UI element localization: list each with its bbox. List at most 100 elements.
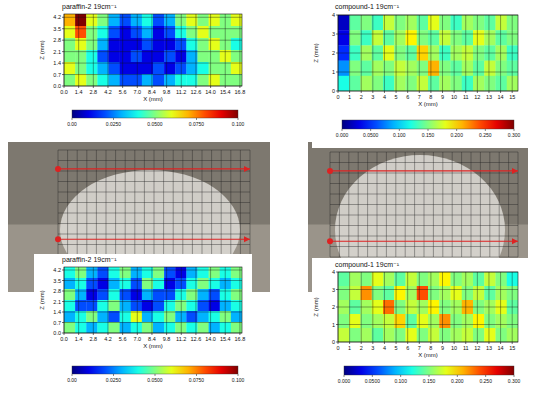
colorbar-bg <box>330 116 526 146</box>
cell <box>131 62 142 74</box>
cell <box>496 286 508 300</box>
colorbar-tick-label: 0.300 <box>508 378 521 384</box>
panel-title: paraffin-2 19cm⁻¹ <box>62 3 117 11</box>
cell <box>473 328 485 342</box>
x-tick-label: 12.6 <box>191 336 202 342</box>
cell <box>175 311 186 322</box>
grid-line <box>225 267 226 333</box>
panel-bg <box>312 1 532 148</box>
cell <box>164 26 175 38</box>
cell <box>349 76 361 91</box>
grid-line <box>122 267 123 333</box>
photo-grid <box>330 225 518 226</box>
x-tick-label: 0 <box>336 345 339 351</box>
grid-line <box>338 324 518 325</box>
y-tick-label: 0 <box>332 88 335 94</box>
cell <box>451 272 463 286</box>
panel-bg <box>312 258 530 358</box>
cell <box>209 278 220 289</box>
cell <box>198 311 209 322</box>
x-tick-label: 15 <box>509 345 515 351</box>
cell <box>153 74 164 86</box>
cell <box>406 286 418 300</box>
cell <box>198 267 209 278</box>
colorbar-tick-label: 0.0250 <box>106 377 122 383</box>
cell <box>198 322 209 333</box>
y-axis-title: Z (mm) <box>39 40 45 59</box>
x-tick-label: 15 <box>509 94 515 100</box>
x-tick-label: 14 <box>498 94 504 100</box>
cell <box>175 38 186 50</box>
x-tick <box>384 91 385 93</box>
photo-grid <box>58 160 250 161</box>
x-tick-label: 0 <box>336 94 339 100</box>
cell <box>97 322 108 333</box>
cell <box>428 15 440 31</box>
grid-line <box>239 14 240 86</box>
colorbar <box>72 366 238 374</box>
cell <box>120 267 131 278</box>
y-tick-label: 4 <box>332 269 335 275</box>
cell <box>349 314 361 328</box>
cell <box>349 286 361 300</box>
grid-line <box>181 14 182 86</box>
cell <box>86 38 97 50</box>
x-tick-label: 4.2 <box>104 336 112 342</box>
y-tick-label: 1 <box>332 322 335 328</box>
x-tick <box>195 86 196 88</box>
x-tick-label: 8.4 <box>148 336 156 342</box>
cell <box>361 286 373 300</box>
grid-line <box>151 267 152 333</box>
y-tick-label: 3.5 <box>53 26 61 32</box>
cell <box>97 26 108 38</box>
photo-grid <box>58 181 250 182</box>
cell <box>220 26 231 38</box>
plot-frame <box>64 14 242 86</box>
x-tick-label: 11 <box>463 345 469 351</box>
cell <box>142 322 153 333</box>
grid-line <box>151 14 152 86</box>
x-tick-label: 7.0 <box>133 89 141 95</box>
cell <box>97 311 108 322</box>
x-tick <box>338 91 339 93</box>
x-tick-label: 14.0 <box>205 89 216 95</box>
cell <box>209 62 220 74</box>
cell <box>361 76 373 91</box>
cell <box>383 314 395 328</box>
cell <box>462 286 474 300</box>
cell <box>220 14 231 26</box>
cell <box>484 328 496 342</box>
cell <box>462 328 474 342</box>
colorbar-tick <box>155 374 156 376</box>
cell <box>97 289 108 300</box>
cell <box>164 289 175 300</box>
cell <box>198 289 209 300</box>
cell <box>220 311 231 322</box>
x-tick-label: 13 <box>486 94 492 100</box>
cell <box>231 14 242 26</box>
cell <box>120 26 131 38</box>
cell <box>120 278 131 289</box>
cell <box>164 311 175 322</box>
grid-line <box>181 267 182 333</box>
cell <box>97 278 108 289</box>
y-tick-label: 3 <box>332 31 335 37</box>
grid <box>64 14 242 86</box>
grid-line <box>225 14 226 86</box>
cell <box>462 30 474 46</box>
photo-dot <box>55 166 61 172</box>
cell <box>109 267 120 278</box>
cell <box>417 314 429 328</box>
colorbar-tick <box>238 118 239 120</box>
cell <box>109 38 120 50</box>
x-tick-label: 7 <box>418 345 421 351</box>
x-tick-label: 8 <box>429 94 432 100</box>
y-axis-title: Z (mm) <box>39 290 45 309</box>
photo-grid <box>58 213 250 214</box>
photo-arrow <box>330 241 518 242</box>
y-tick-label: 1.4 <box>53 60 61 66</box>
x-tick <box>442 91 443 93</box>
cell <box>175 289 186 300</box>
cell <box>86 14 97 26</box>
cell <box>349 61 361 77</box>
